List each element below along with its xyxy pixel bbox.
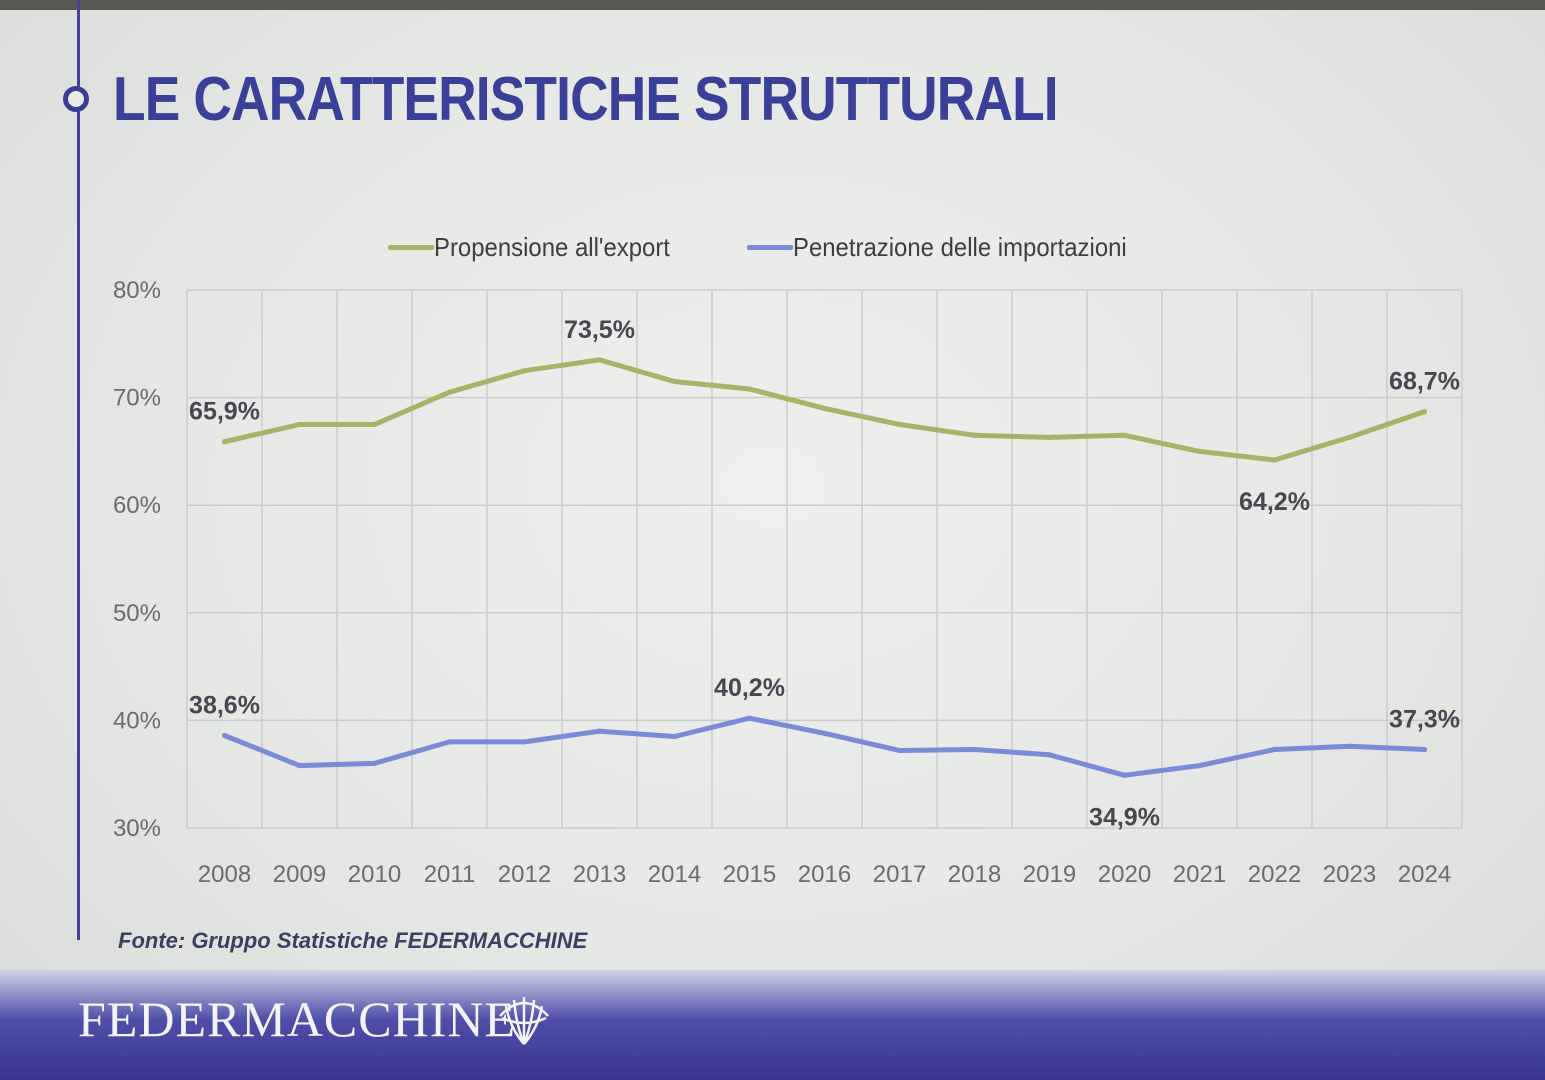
series-point	[671, 378, 678, 385]
data-label: 40,2%	[714, 674, 785, 702]
data-label: 68,7%	[1389, 368, 1460, 396]
series-point	[1271, 457, 1278, 463]
series-point	[1121, 772, 1128, 778]
series-point	[1121, 432, 1128, 438]
legend-label-import: Penetrazione delle importazioni	[792, 232, 1127, 262]
projector-top-edge	[0, 0, 1545, 10]
series-point	[1346, 743, 1353, 749]
data-label: 37,3%	[1389, 705, 1460, 733]
x-tick-label: 2020	[1098, 861, 1151, 888]
legend-label-export: Propensione all'export	[434, 232, 670, 262]
legend-item-export: Propensione all'export	[388, 232, 690, 263]
series-point	[221, 732, 228, 739]
y-tick-label: 60%	[113, 492, 161, 519]
x-tick-label: 2016	[798, 861, 851, 888]
series-point	[671, 733, 678, 740]
series-point	[896, 747, 903, 754]
y-tick-label: 30%	[113, 815, 161, 842]
x-tick-label: 2010	[348, 861, 401, 888]
data-label: 73,5%	[564, 316, 635, 344]
x-tick-label: 2011	[424, 861, 476, 888]
legend-item-import: Penetrazione delle importazioni	[746, 232, 1156, 263]
series-point	[521, 739, 528, 745]
series-point	[1421, 408, 1428, 415]
series-point	[971, 432, 978, 438]
series-point	[1421, 746, 1428, 753]
series-point	[1046, 434, 1053, 441]
series-line-1	[222, 715, 1427, 778]
chart-axes: 30% 40% 50% 60% 70% 80% 2008 2009 2010 2011 2012 20…	[113, 277, 1451, 888]
series-point	[1046, 752, 1053, 758]
x-tick-label: 2014	[648, 861, 701, 888]
chart-series	[221, 357, 1428, 778]
series-point	[971, 746, 978, 753]
data-label: 64,2%	[1239, 488, 1310, 516]
y-tick-label: 70%	[113, 385, 161, 412]
footer-bar	[0, 970, 1545, 1080]
series-point	[821, 730, 828, 736]
x-tick-label: 2022	[1248, 861, 1301, 888]
legend-swatch-export	[388, 245, 434, 250]
y-tick-label: 80%	[113, 277, 161, 304]
x-tick-label: 2012	[498, 861, 551, 888]
data-label: 34,9%	[1089, 803, 1160, 831]
x-tick-label: 2019	[1023, 861, 1076, 888]
series-point	[446, 389, 453, 395]
x-tick-label: 2017	[873, 861, 926, 888]
series-point	[221, 439, 228, 445]
footer-logo: FEDERMACCHINE	[78, 991, 517, 1047]
series-point	[521, 368, 528, 374]
series-point	[746, 386, 753, 392]
source-note: Fonte: Gruppo Statistiche FEDERMACCHINE	[118, 928, 588, 953]
series-point	[596, 357, 603, 363]
series-point	[371, 421, 378, 428]
series-point	[1196, 762, 1203, 769]
data-label: 38,6%	[189, 691, 260, 719]
x-tick-label: 2023	[1323, 861, 1376, 888]
y-tick-label: 40%	[113, 707, 161, 734]
legend-swatch-import	[746, 245, 793, 250]
series-point	[446, 739, 453, 745]
x-tick-label: 2015	[723, 861, 776, 888]
y-tick-label: 50%	[113, 600, 161, 627]
x-tick-label: 2024	[1398, 861, 1451, 888]
timeline-line	[77, 0, 80, 940]
series-point	[1196, 448, 1203, 454]
series-point	[296, 762, 303, 769]
chart-data-labels: 65,9% 73,5% 64,2% 68,7% 38,6% 40,2% 34,9% 37,3%	[189, 316, 1460, 831]
shell-logo-icon	[499, 997, 549, 1045]
x-tick-label: 2018	[948, 861, 1001, 888]
chart-legend: Propensione all'export Penetrazione dell…	[388, 232, 1208, 272]
data-label: 65,9%	[189, 398, 260, 426]
x-tick-label: 2009	[273, 861, 326, 888]
series-point	[596, 728, 603, 734]
x-tick-label: 2021	[1173, 861, 1226, 888]
series-point	[1346, 434, 1353, 441]
x-tick-label: 2008	[198, 861, 251, 888]
title-bullet-icon	[63, 86, 89, 112]
series-point	[821, 405, 828, 411]
series-point	[746, 715, 753, 721]
series-point	[371, 760, 378, 767]
series-point	[1271, 746, 1278, 753]
chart-grid	[186, 289, 1463, 829]
series-point	[296, 421, 303, 428]
slide-title: LE CARATTERISTICHE STRUTTURALI	[113, 65, 1059, 134]
x-tick-label: 2013	[573, 861, 626, 888]
series-point	[896, 421, 903, 428]
